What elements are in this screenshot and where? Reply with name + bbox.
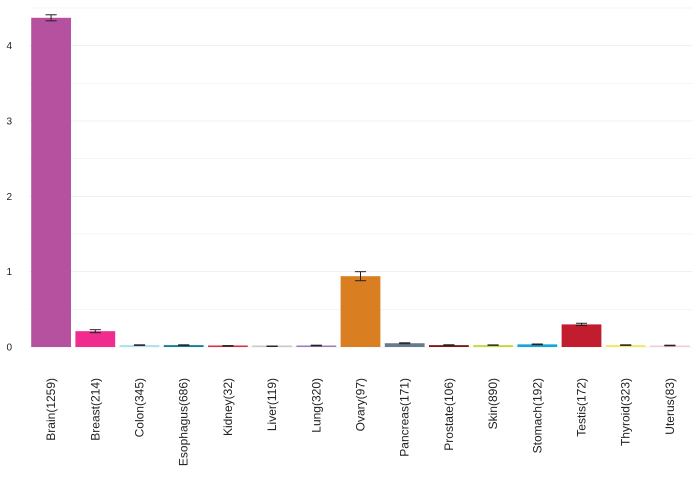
bar <box>429 345 469 347</box>
x-axis: Brain(1259) Breast(214) Colon(345) Esophagu… <box>44 378 677 466</box>
x-tick-label: Testis(172) <box>575 378 589 437</box>
x-tick-label: Esophagus(686) <box>177 378 191 466</box>
error-bars <box>45 14 676 347</box>
error-bar <box>222 345 234 347</box>
x-tick-label: Kidney(32) <box>221 378 235 436</box>
y-tick-label: 2 <box>6 192 12 203</box>
error-bar <box>575 322 588 327</box>
y-tick-label: 0 <box>6 343 12 354</box>
bar <box>340 276 381 347</box>
x-tick-label: Liver(119) <box>265 378 279 431</box>
bar <box>473 345 513 347</box>
x-tick-label: Stomach(192) <box>530 378 544 453</box>
error-bar <box>133 344 146 346</box>
error-bar <box>531 343 543 346</box>
error-bar <box>89 329 101 334</box>
x-tick-label: Skin(890) <box>486 378 500 429</box>
error-bar <box>443 344 455 346</box>
x-tick-label: Brain(1259) <box>44 378 58 441</box>
y-tick-label: 4 <box>6 41 12 52</box>
bars <box>31 17 690 347</box>
bar <box>75 331 116 347</box>
error-bar <box>45 14 57 22</box>
bar <box>31 17 71 347</box>
error-bar <box>399 342 411 345</box>
x-tick-label: Pancreas(171) <box>398 378 412 457</box>
bar <box>163 345 204 347</box>
bar <box>119 345 160 347</box>
grid-lines <box>29 7 692 348</box>
y-axis: 0 1 2 3 4 <box>6 41 12 353</box>
bar <box>605 345 646 347</box>
bar <box>384 343 425 347</box>
bar <box>517 344 558 347</box>
y-tick-label: 3 <box>6 117 12 128</box>
bar <box>561 324 602 347</box>
error-bar <box>664 344 676 347</box>
x-tick-label: Uterus(83) <box>663 378 677 435</box>
error-bar <box>310 344 322 347</box>
x-tick-label: Thyroid(323) <box>619 378 633 446</box>
x-tick-label: Prostate(106) <box>442 378 456 451</box>
error-bar <box>178 344 190 346</box>
x-tick-label: Breast(214) <box>88 378 102 441</box>
x-tick-label: Lung(320) <box>309 378 323 433</box>
error-bar <box>620 344 632 346</box>
x-tick-label: Ovary(97) <box>354 378 368 431</box>
y-tick-label: 1 <box>6 267 12 278</box>
error-bar <box>354 271 367 282</box>
x-tick-label: Colon(345) <box>133 378 147 437</box>
